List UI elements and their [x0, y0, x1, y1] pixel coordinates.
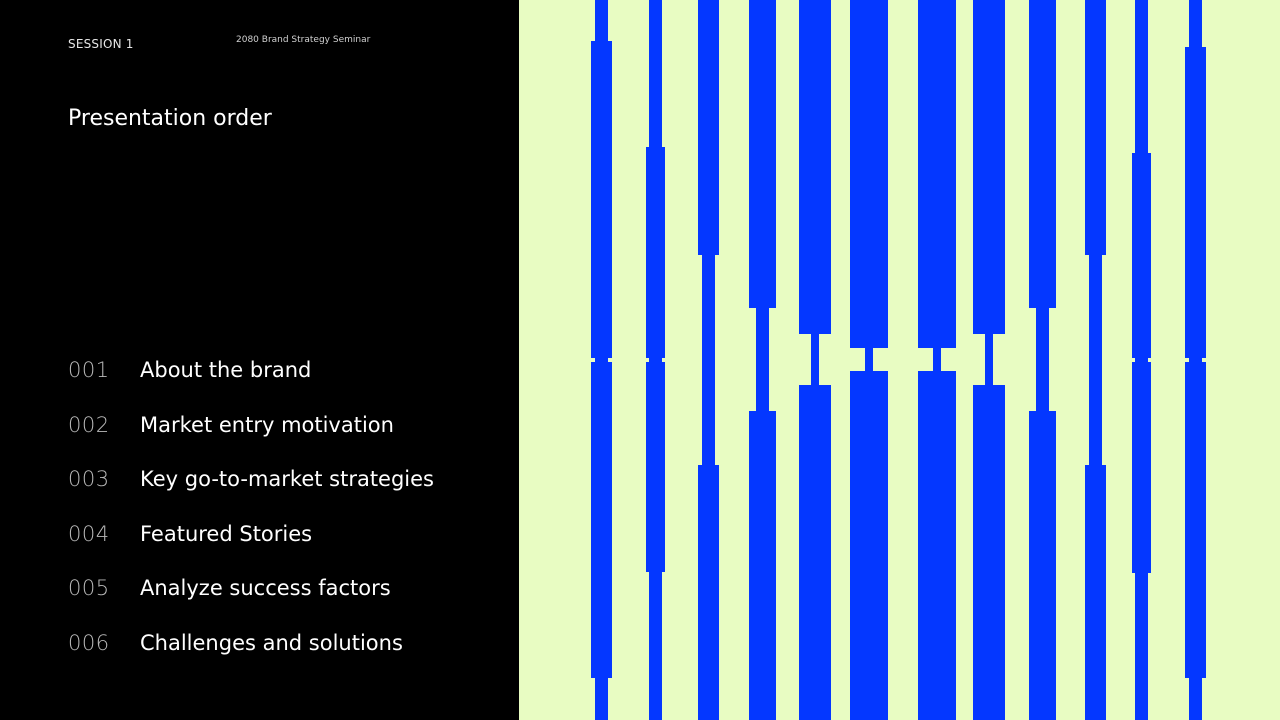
graphic-bar [973, 385, 1005, 720]
agenda-item-3: 003 Key go-to-market strategies [68, 467, 434, 522]
graphic-bar [1089, 255, 1102, 465]
graphic-bar [595, 678, 608, 720]
graphic-bar [1185, 47, 1206, 358]
agenda-label: Featured Stories [140, 521, 313, 546]
agenda-item-4: 004 Featured Stories [68, 522, 434, 577]
graphic-bar [850, 0, 888, 348]
graphic-bar [985, 334, 993, 385]
graphic-bar [595, 0, 608, 41]
graphic-bar [1132, 362, 1151, 573]
vertical-bars-graphic [591, 0, 1206, 720]
graphic-bar [973, 0, 1005, 334]
agenda-item-5: 005 Analyze success factors [68, 576, 434, 631]
graphic-bar [749, 411, 776, 720]
agenda-label: Key go-to-market strategies [140, 467, 434, 491]
graphic-bar [749, 0, 776, 308]
page-title: Presentation order [68, 106, 272, 131]
graphic-bar [702, 255, 715, 465]
agenda-number: 003 [68, 467, 110, 491]
graphic-bar [1185, 362, 1206, 678]
graphic-bar [1029, 0, 1056, 308]
graphic-bar [756, 308, 769, 411]
graphic-bar [698, 465, 719, 720]
agenda-number: 005 [68, 576, 110, 600]
graphic-bar [1189, 358, 1202, 362]
graphic-bar [1085, 0, 1106, 255]
left-panel: SESSION 1 2080 Brand Strategy Seminar Pr… [0, 0, 519, 720]
graphic-bar [799, 385, 831, 720]
graphic-bar [649, 572, 662, 720]
agenda-item-1: 001 About the brand [68, 358, 434, 413]
graphic-bar [799, 0, 831, 334]
graphic-bar [1135, 573, 1148, 720]
agenda-label: About the brand [140, 358, 312, 382]
agenda-list: 001 About the brand 002 Market entry mot… [68, 358, 434, 685]
graphic-bar [649, 358, 662, 362]
graphic-bar [1029, 411, 1056, 720]
graphic-bar [918, 371, 956, 720]
graphic-bar [1135, 358, 1148, 362]
graphic-bar [649, 0, 662, 147]
graphic-bar [933, 348, 941, 371]
graphic-bar [811, 334, 819, 385]
agenda-number: 001 [68, 358, 110, 382]
graphic-bar [1036, 308, 1049, 411]
agenda-item-6: 006 Challenges and solutions [68, 631, 434, 686]
graphic-bar [591, 362, 612, 678]
decorative-graphic-panel [519, 0, 1280, 720]
agenda-label: Analyze success factors [140, 576, 391, 600]
graphic-bar [595, 358, 608, 362]
graphic-bar [1189, 678, 1202, 720]
graphic-bar [1189, 0, 1202, 47]
graphic-bar [698, 0, 719, 255]
agenda-number: 006 [68, 630, 110, 655]
agenda-item-2: 002 Market entry motivation [68, 413, 434, 468]
graphic-bar [918, 0, 956, 348]
agenda-label: Challenges and solutions [140, 630, 403, 655]
agenda-number: 002 [68, 412, 110, 437]
graphic-bar [865, 348, 873, 371]
graphic-bar [646, 147, 665, 358]
graphic-bar [1135, 0, 1148, 153]
agenda-label: Market entry motivation [140, 412, 394, 437]
seminar-label: 2080 Brand Strategy Seminar [236, 35, 371, 45]
graphic-bar [850, 371, 888, 720]
graphic-bar [591, 41, 612, 358]
graphic-bar [1085, 465, 1106, 720]
graphic-bar [1132, 153, 1151, 358]
agenda-number: 004 [68, 521, 110, 546]
session-label: SESSION 1 [68, 37, 134, 51]
graphic-bar [646, 362, 665, 572]
